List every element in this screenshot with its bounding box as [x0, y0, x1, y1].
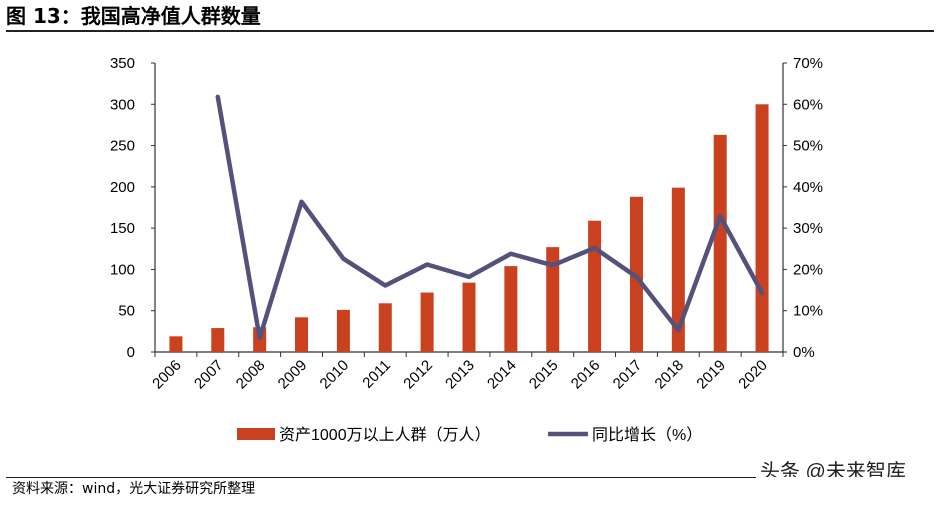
- legend-bar-swatch: [237, 428, 275, 440]
- bar-2007: [211, 328, 225, 352]
- left-tick-label: 150: [110, 220, 135, 237]
- left-tick-label: 300: [110, 96, 135, 113]
- right-tick-label: 30%: [793, 220, 823, 237]
- right-tick-label: 0%: [793, 344, 815, 361]
- footer-divider: [6, 477, 756, 478]
- x-tick-label: 2015: [526, 357, 562, 393]
- x-tick-label: 2010: [317, 357, 353, 393]
- x-tick-label: 2017: [610, 357, 646, 393]
- source-note: 资料来源：wind，光大证券研究所整理: [12, 481, 256, 497]
- bar-2020: [755, 104, 769, 353]
- right-tick-label: 10%: [793, 303, 823, 320]
- left-tick-label: 200: [110, 179, 135, 196]
- left-tick-label: 250: [110, 138, 135, 155]
- x-tick-label: 2008: [233, 357, 269, 393]
- growth-line: [215, 94, 765, 341]
- left-tick-label: 0: [127, 344, 135, 361]
- left-tick-label: 350: [110, 55, 135, 72]
- bar-2016: [588, 220, 602, 352]
- left-tick-label: 100: [110, 261, 135, 278]
- x-tick-label: 2006: [149, 357, 185, 393]
- bar-2013: [462, 282, 476, 352]
- figure-title: 图 13：我国高净值人群数量: [6, 4, 261, 28]
- x-tick-label: 2020: [735, 357, 771, 393]
- right-tick-label: 60%: [793, 96, 823, 113]
- legend-bar-label: 资产1000万以上人群（万人）: [279, 426, 491, 444]
- left-tick-label: 50: [118, 303, 135, 320]
- x-tick-label: 2012: [400, 357, 436, 393]
- right-tick-label: 40%: [793, 179, 823, 196]
- bar-2006: [169, 336, 183, 352]
- x-tick-label: 2019: [693, 357, 729, 393]
- x-tick-label: 2013: [442, 357, 478, 393]
- bar-2014: [504, 266, 518, 352]
- bar-2012: [420, 292, 434, 352]
- watermark: 头条 @未来智库: [760, 460, 906, 477]
- x-tick-label: 2007: [191, 357, 227, 393]
- legend-line-label: 同比增长（%）: [592, 426, 702, 444]
- bar-2010: [336, 309, 350, 352]
- bar-2009: [295, 317, 309, 352]
- bar-2019: [713, 134, 727, 352]
- bar-2011: [378, 303, 392, 352]
- x-tick-label: 2018: [652, 357, 688, 393]
- right-tick-label: 20%: [793, 261, 823, 278]
- right-tick-label: 70%: [793, 55, 823, 72]
- right-tick-label: 50%: [793, 138, 823, 155]
- x-tick-label: 2016: [568, 357, 604, 393]
- bar-2018: [671, 187, 685, 352]
- x-tick-label: 2014: [484, 357, 520, 393]
- x-tick-label: 2009: [275, 357, 311, 393]
- title-divider: [6, 30, 934, 32]
- combo-chart: 头条 @未来智库 0 50 100 150 200 250 300 350 0% 10% 20% 30…: [110, 55, 906, 477]
- bar-2015: [546, 247, 560, 352]
- x-tick-label: 2011: [359, 357, 394, 392]
